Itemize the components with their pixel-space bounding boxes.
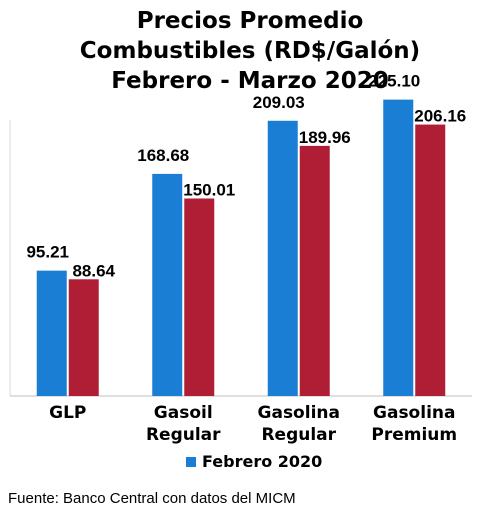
bar-febrero-2 (267, 120, 298, 397)
x-tick-label: Gasolina (373, 403, 455, 423)
bar-febrero-1 (152, 173, 183, 396)
chart-title-line: Febrero - Marzo 2020 (111, 68, 389, 94)
data-label: 168.68 (137, 146, 189, 165)
data-label: 189.96 (299, 128, 351, 147)
x-tick-label: Regular (146, 425, 221, 445)
chart-title-line: Combustibles (RD$/Galón) (79, 38, 421, 64)
chart-title-line: Precios Promedio (136, 8, 364, 34)
chart-title: Precios Promedio Combustibles (RD$/Galón… (0, 6, 500, 96)
bar-series2-0 (68, 279, 99, 396)
x-tick-label: Premium (371, 425, 457, 445)
bar-febrero-3 (383, 99, 414, 396)
x-tick-label: GLP (49, 403, 86, 423)
data-label: 206.16 (414, 107, 466, 126)
data-label: 88.64 (72, 261, 115, 280)
x-tick-label: Gasolina (258, 403, 340, 423)
bar-febrero-0 (36, 270, 67, 396)
bar-series2-2 (299, 145, 330, 396)
source-note: Fuente: Banco Central con datos del MICM (8, 490, 296, 507)
x-tick-label: Gasoil (154, 403, 213, 423)
bar-series2-3 (415, 124, 446, 396)
data-label: 150.01 (183, 180, 235, 199)
data-label: 95.21 (26, 243, 69, 262)
legend-label: Febrero 2020 (202, 452, 322, 471)
bar-series2-1 (184, 198, 215, 396)
legend-swatch (186, 457, 196, 467)
x-tick-label: Regular (261, 425, 336, 445)
data-label: 209.03 (253, 93, 305, 112)
data-label: 225.10 (368, 72, 420, 91)
